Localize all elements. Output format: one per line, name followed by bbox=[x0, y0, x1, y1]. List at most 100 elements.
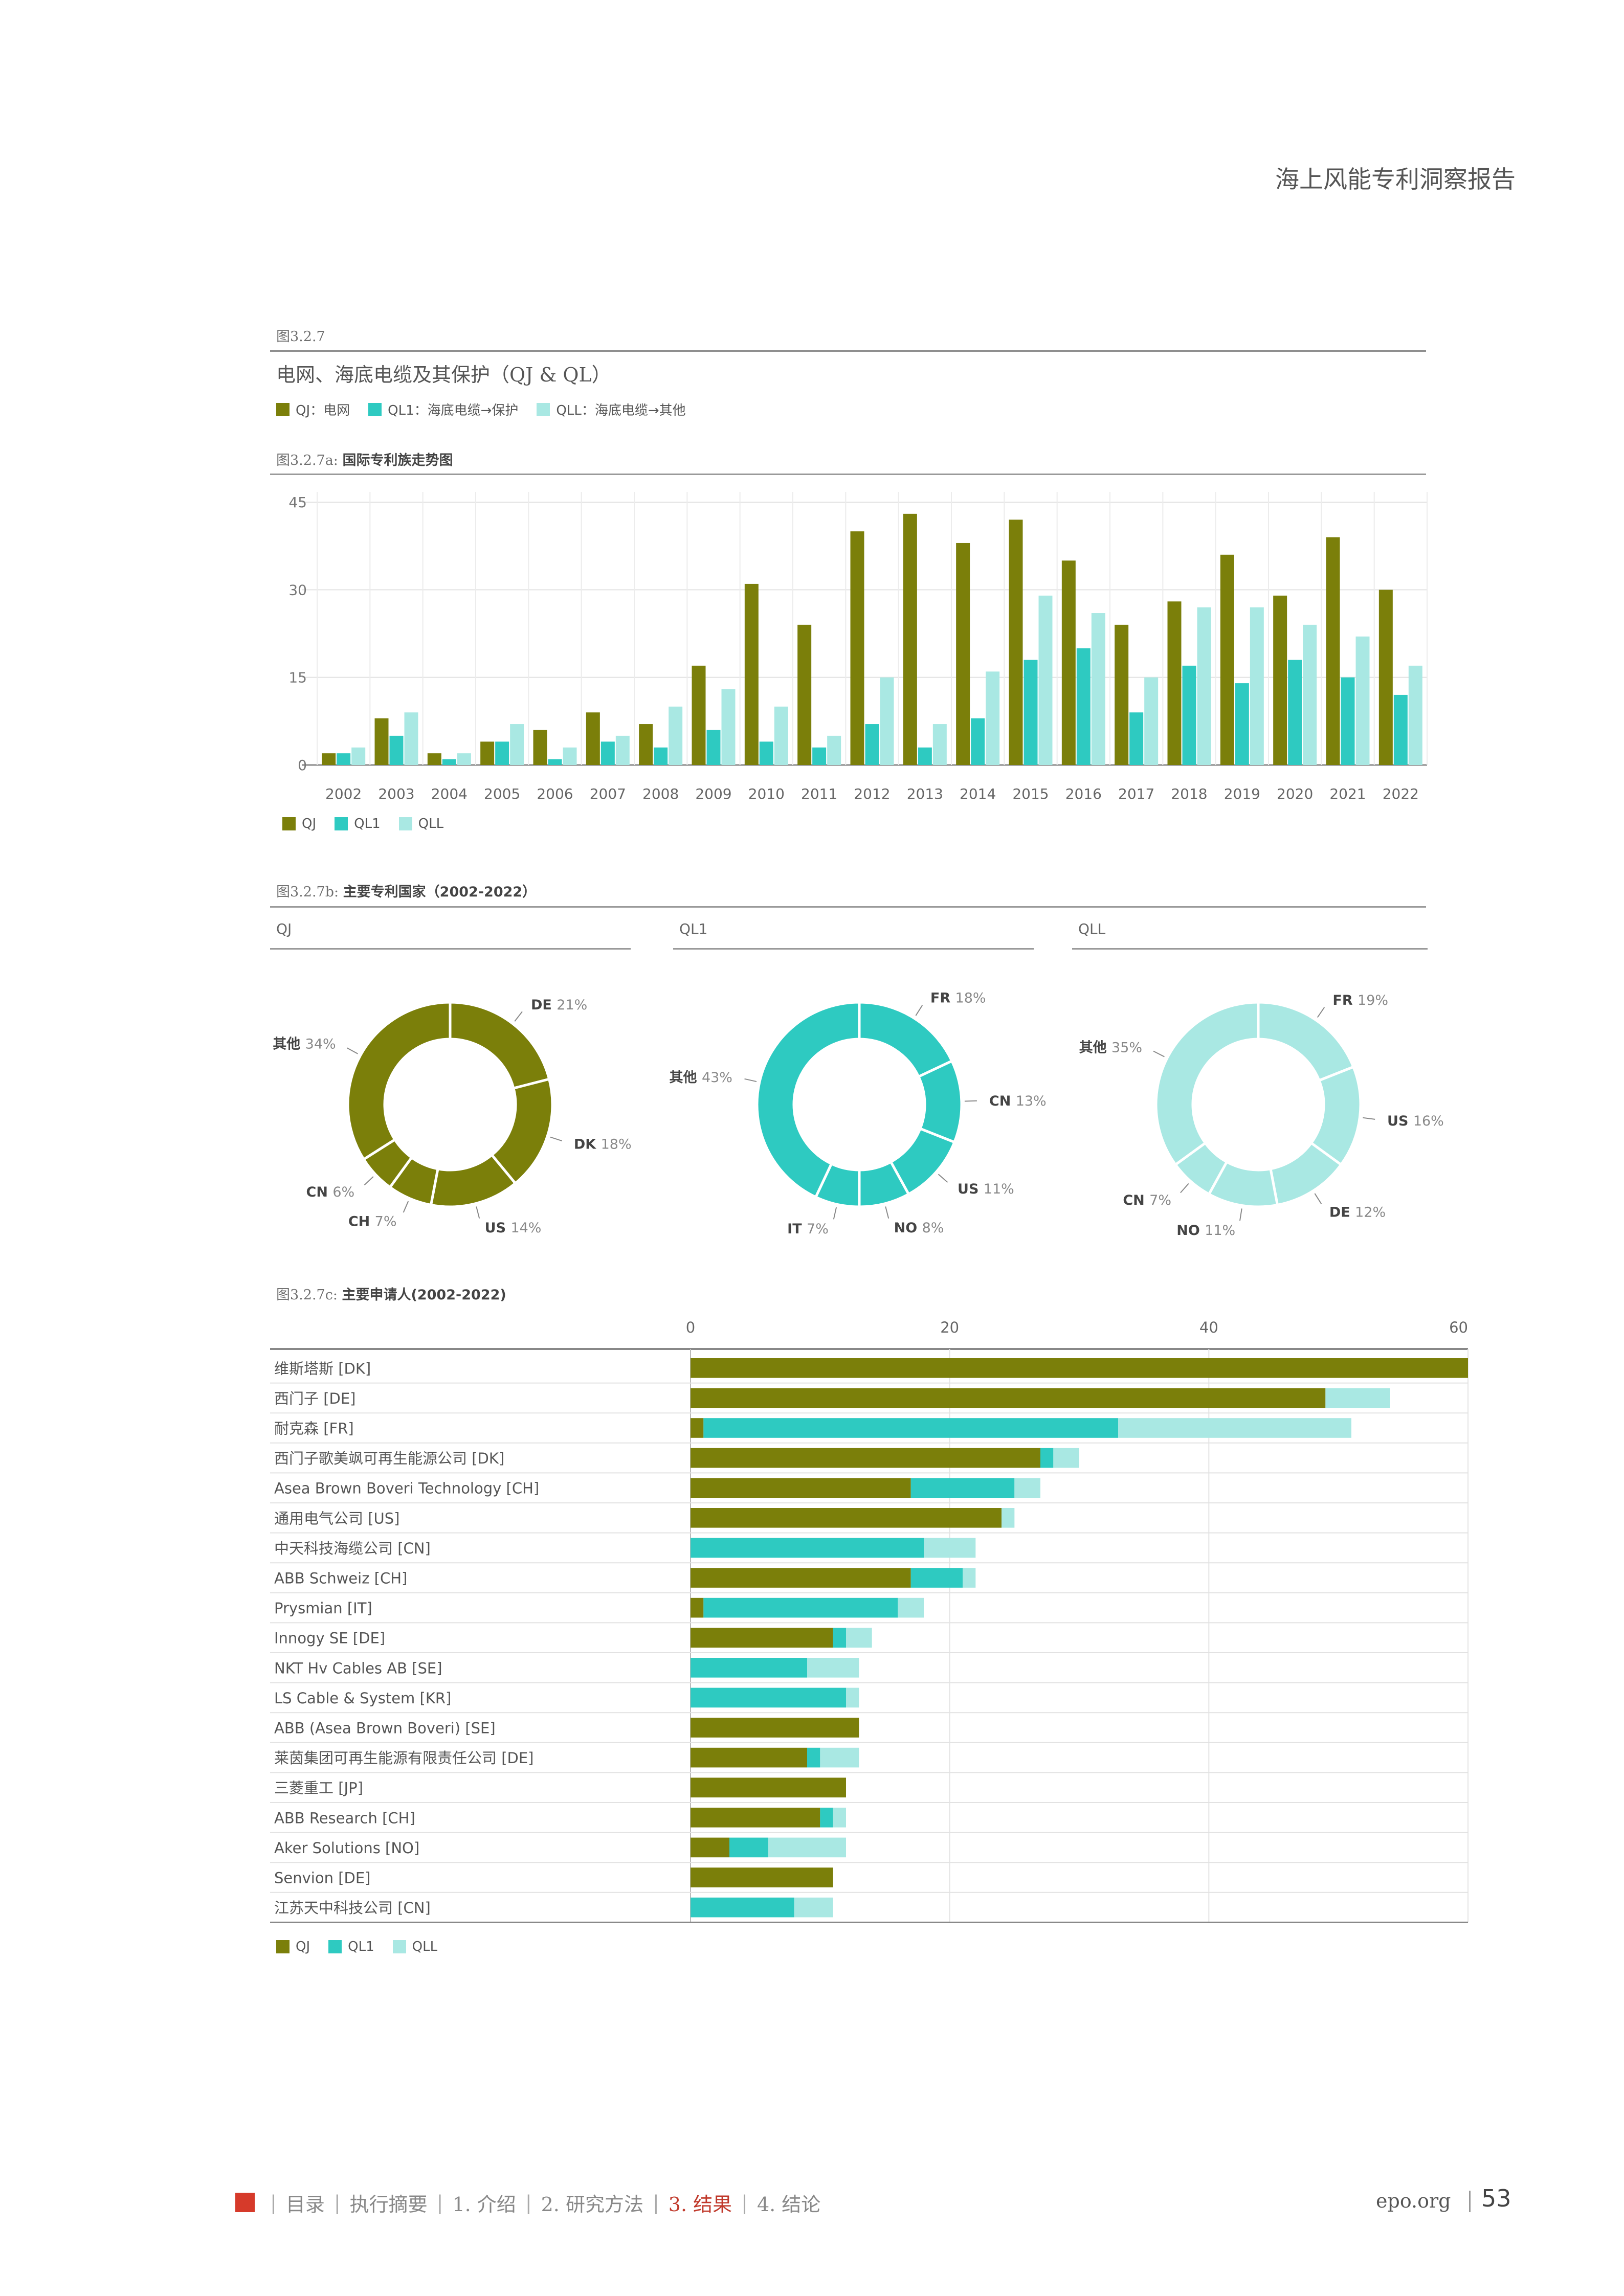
bar-ql1-2003 bbox=[389, 735, 404, 765]
footer-separator: | bbox=[525, 2191, 532, 2214]
bar-ql1-2004 bbox=[442, 759, 456, 765]
bar-ql1-2002 bbox=[337, 753, 351, 765]
footer-link-4[interactable]: 2. 研究方法 bbox=[541, 2193, 643, 2216]
applicant-label: ABB Schweiz [CH] bbox=[274, 1570, 407, 1587]
donut-title-ql1: QL1 bbox=[679, 920, 708, 937]
bar-qll-2010 bbox=[774, 706, 788, 765]
bar-qll-2012 bbox=[880, 677, 894, 765]
footer-link-6[interactable]: 4. 结论 bbox=[757, 2193, 821, 2216]
slice-leader bbox=[1363, 1117, 1375, 1120]
bar-qj-row-10 bbox=[691, 1628, 833, 1648]
bar-ql1-2007 bbox=[600, 741, 615, 765]
fig-c-caption: 图3.2.7c: 主要申请人(2002-2022) bbox=[276, 1287, 506, 1303]
applicant-label: Aker Solutions [NO] bbox=[274, 1839, 419, 1857]
bar-qll-2007 bbox=[615, 735, 630, 765]
slice-label-qll-de: DE 12% bbox=[1329, 1204, 1386, 1220]
slice-label-qj-cn: CN 6% bbox=[306, 1184, 355, 1200]
bar-qj-2002 bbox=[322, 753, 336, 765]
bar-ql1-2011 bbox=[812, 747, 827, 765]
bar-qll-2009 bbox=[721, 689, 736, 765]
figure-legend: QJ：电网 QL1：海底电缆→保护 QLL：海底电缆→其他 bbox=[276, 400, 704, 419]
bar-qj-2006 bbox=[533, 730, 547, 765]
bar-qll-2021 bbox=[1355, 636, 1370, 765]
bar-qll-2002 bbox=[351, 747, 366, 765]
footer-separator: | bbox=[333, 2191, 341, 2214]
bar-ql1-row-5 bbox=[910, 1478, 1015, 1498]
slice-label-qll-us: US 16% bbox=[1387, 1113, 1444, 1129]
y-tick-label: 30 bbox=[288, 581, 307, 598]
country-donuts: DE 21% DK 18% US 14% CH 7% CN 6% 其他 34% FR 18%… bbox=[273, 991, 1444, 1239]
donut-rule-ql1 bbox=[673, 948, 1034, 950]
applicant-label: Innogy SE [DE] bbox=[274, 1630, 385, 1647]
bar-qj-row-18 bbox=[691, 1867, 833, 1887]
bar-ql1-row-11 bbox=[691, 1658, 807, 1678]
applicant-legend-label: QLL bbox=[412, 1939, 438, 1954]
bar-ql1-2019 bbox=[1235, 683, 1249, 765]
bar-qll-row-10 bbox=[846, 1628, 872, 1648]
bar-qj-row-3 bbox=[691, 1418, 704, 1438]
bar-qj-2016 bbox=[1061, 560, 1076, 765]
bar-ql1-row-9 bbox=[703, 1597, 898, 1618]
slice-label-qj-de: DE 21% bbox=[531, 997, 587, 1013]
figure-legend-item-ql1: QL1：海底电缆→保护 bbox=[368, 400, 518, 419]
trend-legend-label: QJ bbox=[302, 816, 317, 831]
applicant-label: 通用电气公司 [US] bbox=[274, 1510, 399, 1527]
figure-legend-swatch bbox=[537, 402, 550, 416]
applicant-chart: 0 20 40 60 维斯塔斯 [DK] 西门子 [DE] 耐克森 [FR] 西门子歌美飒可再… bbox=[270, 1319, 1469, 1923]
bar-qj-2022 bbox=[1378, 590, 1393, 765]
footer-site[interactable]: epo.org bbox=[1376, 2190, 1451, 2212]
footer-link-3[interactable]: 1. 介绍 bbox=[452, 2193, 516, 2216]
bar-qll-2013 bbox=[932, 724, 947, 765]
bar-qj-row-15 bbox=[691, 1777, 846, 1797]
x-tick-label: 2010 bbox=[748, 785, 785, 802]
slice-leader bbox=[1317, 1007, 1325, 1018]
bar-qll-2020 bbox=[1303, 624, 1317, 765]
donut-qll: FR 19% US 16% DE 12% NO 11% CN 7% 其他 35% bbox=[1079, 993, 1444, 1239]
bar-ql1-2008 bbox=[654, 747, 668, 765]
applicant-label: 维斯塔斯 [DK] bbox=[274, 1360, 371, 1377]
x-tick-label: 2009 bbox=[695, 785, 731, 802]
slice-leader bbox=[1153, 1050, 1165, 1057]
figure-legend-swatch bbox=[368, 402, 382, 416]
bar-qll-2006 bbox=[563, 747, 577, 765]
slice-label-qll-cn: CN 7% bbox=[1123, 1192, 1171, 1208]
footer-link-2[interactable]: 执行摘要 bbox=[349, 2193, 428, 2216]
x-tick-label: 2019 bbox=[1224, 785, 1260, 802]
bar-qll-row-8 bbox=[963, 1568, 976, 1588]
bar-qll-2017 bbox=[1144, 677, 1159, 765]
x-tick-label: 2016 bbox=[1065, 785, 1102, 802]
slice-label-qj-us: US 14% bbox=[485, 1220, 542, 1236]
applicant-legend-swatch bbox=[392, 1940, 406, 1953]
bar-qj-2004 bbox=[427, 753, 441, 765]
bar-qj-2020 bbox=[1273, 595, 1287, 765]
donut-title-qj: QJ bbox=[276, 920, 292, 937]
bar-qll-2019 bbox=[1250, 607, 1264, 765]
footer-link-1[interactable]: 目录 bbox=[285, 2193, 325, 2216]
bar-qll-row-14 bbox=[820, 1747, 859, 1768]
bar-qll-2004 bbox=[457, 753, 471, 765]
slice-label-qll-other: 其他 35% bbox=[1079, 1040, 1142, 1055]
x-tick-label: 2017 bbox=[1118, 785, 1154, 802]
slice-leader bbox=[915, 1005, 923, 1016]
bar-qll-row-9 bbox=[898, 1597, 924, 1618]
applicant-legend-item-ql1: QL1 bbox=[328, 1939, 374, 1954]
footer-marker bbox=[235, 2193, 255, 2212]
bar-qj-2014 bbox=[956, 543, 970, 765]
slice-qll-fr bbox=[1257, 1001, 1355, 1083]
x-tick-label: 40 bbox=[1199, 1319, 1218, 1336]
bar-ql1-2014 bbox=[971, 718, 985, 765]
page-number: 53 bbox=[1481, 2185, 1511, 2212]
x-tick-label: 2003 bbox=[378, 785, 414, 802]
donut-title-qll: QLL bbox=[1078, 920, 1106, 937]
x-tick-label: 2015 bbox=[1012, 785, 1049, 802]
bar-qj-row-14 bbox=[691, 1747, 807, 1768]
applicant-label: Prysmian [IT] bbox=[274, 1600, 372, 1617]
footer-link-5[interactable]: 3. 结果 bbox=[668, 2193, 732, 2216]
slice-leader bbox=[1180, 1183, 1189, 1194]
bar-qj-row-6 bbox=[691, 1508, 1002, 1528]
figure-label: 图3.2.7 bbox=[276, 329, 325, 345]
footer-divider bbox=[1469, 2191, 1471, 2212]
trend-legend-label: QL1 bbox=[354, 816, 381, 831]
slice-label-qll-fr: FR 19% bbox=[1332, 993, 1388, 1008]
footer-separator: | bbox=[741, 2191, 748, 2214]
